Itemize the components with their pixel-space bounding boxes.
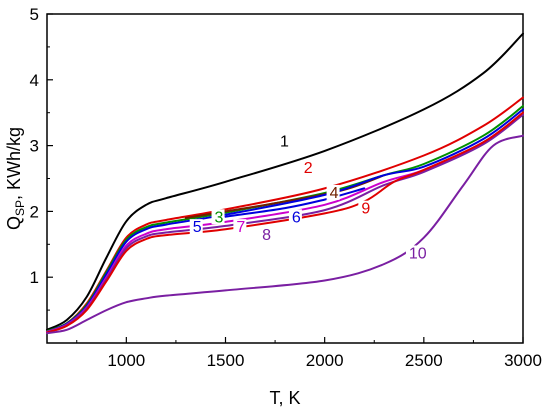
series-label-7: 7 [236,219,245,236]
series-line-10 [46,134,524,335]
series-label-bg-5 [189,219,203,235]
y-tick-label: 1 [30,268,39,287]
y-tick-label: 5 [30,5,39,24]
y-tick-label: 4 [30,71,39,90]
series-label-5: 5 [193,219,202,236]
x-tick-label: 3000 [504,351,542,370]
series-line-9 [46,111,524,334]
y-axis-label: QSP, KWh/kg [4,127,27,230]
x-axis-label: T, K [269,388,300,408]
x-tick-label: 2000 [306,351,344,370]
series-label-bg-3 [211,209,225,225]
series-label-bg-8 [259,227,273,243]
series-label-bg-7 [233,219,247,235]
series-label-2: 2 [304,160,313,177]
series-label-bg-6 [288,209,302,225]
series-label-bg-1 [277,133,290,149]
y-tick-label: 2 [30,202,39,221]
series-label-4: 4 [330,185,339,202]
series-label-bg-10 [405,245,426,261]
series-label-6: 6 [292,209,301,226]
series-label-bg-9 [358,200,372,216]
x-tick-label: 1000 [107,351,145,370]
y-axis-label-main: Q [4,216,24,230]
series-line-1 [46,32,524,331]
series-label-3: 3 [215,209,224,226]
series-label-9: 9 [361,201,370,218]
series-label-bg-2 [300,159,314,175]
series-label-1: 1 [280,134,289,151]
x-tick-label: 2500 [405,351,443,370]
series-label-bg-4 [326,184,340,200]
x-tick-label: 1500 [207,351,245,370]
series-layer: 12 3 4 5 6 7 8 9 10 [46,32,524,335]
series-line-6 [224,187,366,218]
y-tick-label: 3 [30,137,39,156]
series-label-10: 10 [409,245,427,262]
y-axis-label-subscript: SP [13,200,27,216]
series-label-8: 8 [262,227,271,244]
y-axis-label-unit: , KWh/kg [4,127,24,200]
